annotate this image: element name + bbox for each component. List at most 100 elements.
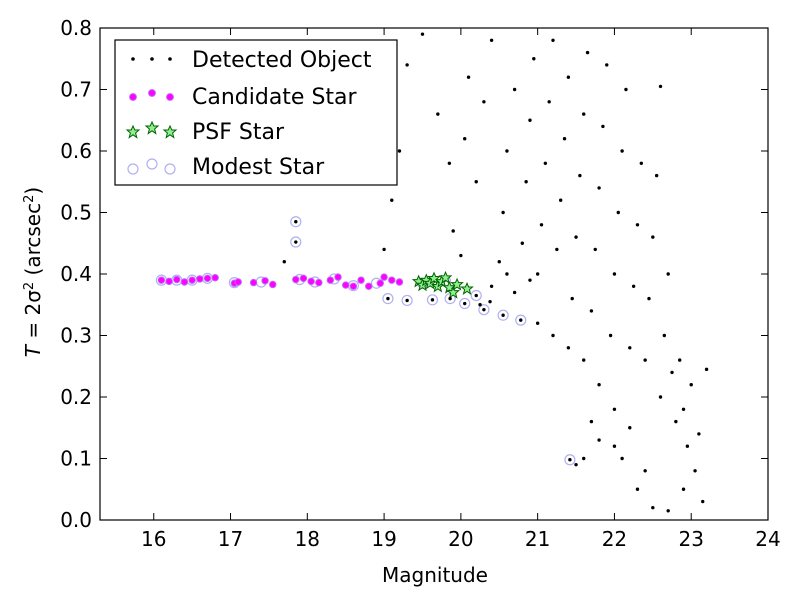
detected-object-point [459, 253, 463, 258]
detected-object-point [612, 407, 617, 411]
detected-object-point [501, 210, 505, 215]
detected-object-point [597, 383, 601, 387]
detected-object-point [474, 180, 478, 184]
detected-object-point [551, 38, 555, 42]
detected-object-point [574, 235, 578, 239]
detected-object-point [519, 318, 523, 322]
candidate-star-point [326, 276, 335, 284]
y-tick-label: 0.4 [60, 262, 92, 286]
detected-object-point [597, 186, 601, 190]
x-tick-label: 17 [218, 527, 243, 551]
detected-object-point [639, 161, 644, 165]
detected-object-point [620, 149, 624, 153]
modest-star-point [478, 304, 490, 316]
detected-object-point [643, 469, 647, 473]
detected-object-point [666, 509, 670, 513]
y-tick-label: 0.6 [60, 139, 92, 163]
detected-object-point [635, 223, 640, 227]
psf-star-point [460, 282, 474, 295]
detected-object-point [654, 173, 659, 178]
candidate-star-point [395, 278, 404, 286]
detected-object-point [589, 309, 594, 313]
detected-object-point [582, 112, 586, 116]
modest-star-point [401, 294, 413, 307]
psf-star-point [438, 270, 453, 284]
detected-object-point [658, 84, 663, 89]
detected-object-point [670, 370, 674, 375]
candidate-star-point [299, 274, 308, 283]
candidate-star-point [180, 278, 189, 286]
detected-object-point [489, 284, 494, 288]
detected-object-point [474, 293, 478, 298]
detected-object-point [463, 137, 467, 141]
detected-object-point [570, 296, 574, 301]
detected-object-point [448, 296, 452, 301]
modest-star-point [382, 293, 394, 305]
y-label-middle: = 2σ [21, 290, 45, 345]
detected-object-point [539, 223, 544, 227]
detected-object-point [589, 419, 594, 424]
legend-label-detected: Detected Object [192, 48, 372, 73]
detected-object-point [466, 75, 471, 79]
modest-star-point [515, 314, 527, 326]
detected-object-point [478, 303, 482, 307]
y-axis-label: T = 2σ2 (arcsec2) [21, 187, 45, 357]
detected-object-point [532, 57, 536, 61]
y-label-units-sup: 2 [22, 195, 37, 203]
legend-entry-detected: Detected Object [131, 48, 372, 73]
detected-object-point [382, 247, 386, 252]
detected-object-point [681, 407, 686, 411]
modest-star-point [426, 294, 439, 306]
detected-object-point [681, 487, 686, 491]
detected-object-point [512, 87, 517, 92]
detected-object-point [574, 462, 578, 467]
detected-object-point [635, 487, 640, 491]
detected-object-point [582, 358, 586, 362]
candidate-star-point [211, 273, 219, 282]
detected-object-point [535, 272, 540, 276]
candidate-star-point [315, 278, 323, 287]
candidate-star-point [307, 277, 315, 286]
detected-object-point [535, 321, 540, 325]
detected-object-point [463, 301, 467, 306]
modest-star-point [497, 309, 509, 321]
y-tick-label: 0.3 [60, 324, 92, 348]
detected-object-point [547, 100, 551, 104]
candidate-star-point [203, 274, 212, 283]
detected-object-point [662, 333, 667, 338]
x-axis-label: Magnitude [382, 563, 488, 587]
detected-object-point [597, 438, 601, 442]
x-tick-label: 23 [678, 527, 703, 551]
detected-object-point [397, 149, 402, 153]
detected-object-point [528, 278, 532, 282]
modest-star-point [470, 289, 482, 302]
candidate-star-point [269, 280, 277, 289]
modest-star-point [290, 216, 302, 228]
detected-object-point [501, 313, 505, 317]
candidate-star-point [196, 275, 204, 283]
detected-object-point [612, 272, 617, 276]
detected-object-point [505, 149, 509, 153]
detected-object-point [430, 298, 435, 302]
detected-object-point [666, 272, 670, 276]
legend: Detected Object Candidate Star PSF Star … [114, 39, 398, 186]
detected-object-point [451, 229, 455, 233]
detected-object-point [693, 469, 697, 473]
detected-object-point [612, 444, 617, 448]
candidate-star-point [357, 276, 365, 284]
legend-label-psf: PSF Star [192, 120, 285, 145]
candidate-star-point [349, 282, 358, 290]
candidate-star-point [376, 279, 384, 287]
x-tick-label: 24 [755, 527, 780, 551]
psf-star-point [446, 285, 461, 299]
detected-object-point [624, 87, 628, 92]
detected-object-point [685, 444, 690, 448]
detected-object-point [294, 220, 298, 224]
candidate-star-point [188, 276, 196, 284]
detected-object-point [528, 118, 532, 122]
detected-object-point [566, 346, 571, 350]
detected-object-point [405, 298, 409, 303]
candidate-star-point [157, 276, 166, 284]
detected-object-point [562, 137, 567, 141]
